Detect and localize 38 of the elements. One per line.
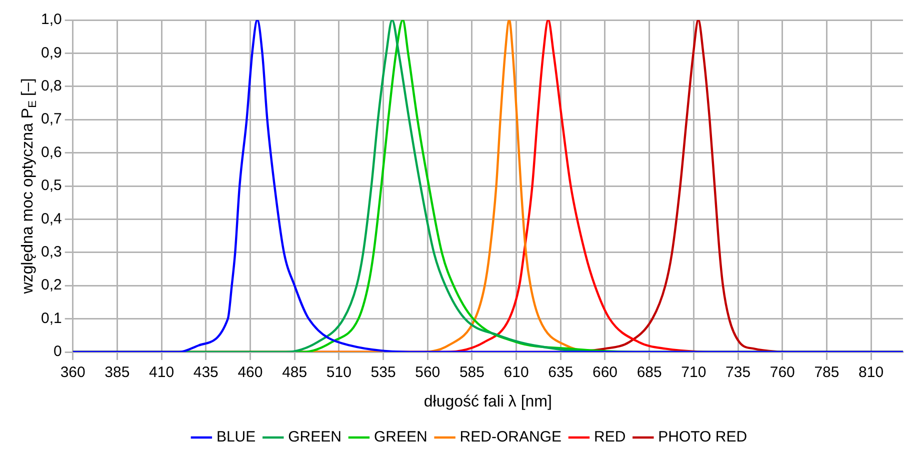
x-tick-label: 810 <box>858 364 884 382</box>
x-tick-label: 735 <box>726 364 751 382</box>
legend-label: BLUE <box>216 428 256 446</box>
x-tick-label: 460 <box>238 364 263 382</box>
y-tick-label: 0,7 <box>40 110 62 128</box>
y-tick-label: 0,6 <box>40 144 62 161</box>
legend-label: RED-ORANGE <box>460 428 562 446</box>
x-tick-label: 685 <box>636 364 662 382</box>
y-tick-label: 0,9 <box>40 44 62 62</box>
y-tick-label: 0,5 <box>40 177 62 194</box>
x-tick-label: 760 <box>770 364 795 382</box>
y-tick-label: 0,4 <box>40 210 62 228</box>
x-tick-label: 635 <box>548 364 574 382</box>
x-tick-label: 535 <box>370 364 396 382</box>
y-tick-label: 0,2 <box>40 276 62 294</box>
x-tick-label: 485 <box>282 364 308 382</box>
x-tick-label: 660 <box>592 364 618 382</box>
x-tick-label: 510 <box>326 364 352 382</box>
y-tick-label: 0 <box>54 343 62 360</box>
y-tick-label: 0,1 <box>40 310 62 327</box>
x-tick-label: 785 <box>814 364 840 382</box>
x-axis-title: długość fali λ [nm] <box>424 393 552 410</box>
y-tick-label: 0,3 <box>40 244 62 261</box>
x-tick-label: 435 <box>193 364 218 382</box>
x-tick-label: 560 <box>415 364 440 382</box>
x-tick-label: 610 <box>504 364 529 382</box>
legend-label: GREEN <box>288 428 342 446</box>
x-tick-label: 710 <box>681 364 706 382</box>
legend-label: GREEN <box>374 428 428 446</box>
y-tick-label: 0,8 <box>40 78 62 95</box>
y-tick-label: 1,0 <box>40 11 62 28</box>
x-tick-label: 585 <box>459 364 484 382</box>
x-tick-label: 385 <box>104 364 130 382</box>
y-axis-title: względna moc optyczna PE [–] <box>19 78 39 295</box>
legend-label: RED <box>594 428 626 446</box>
x-tick-label: 360 <box>60 364 86 382</box>
legend-label: PHOTO RED <box>658 428 748 446</box>
x-tick-label: 410 <box>149 364 174 382</box>
